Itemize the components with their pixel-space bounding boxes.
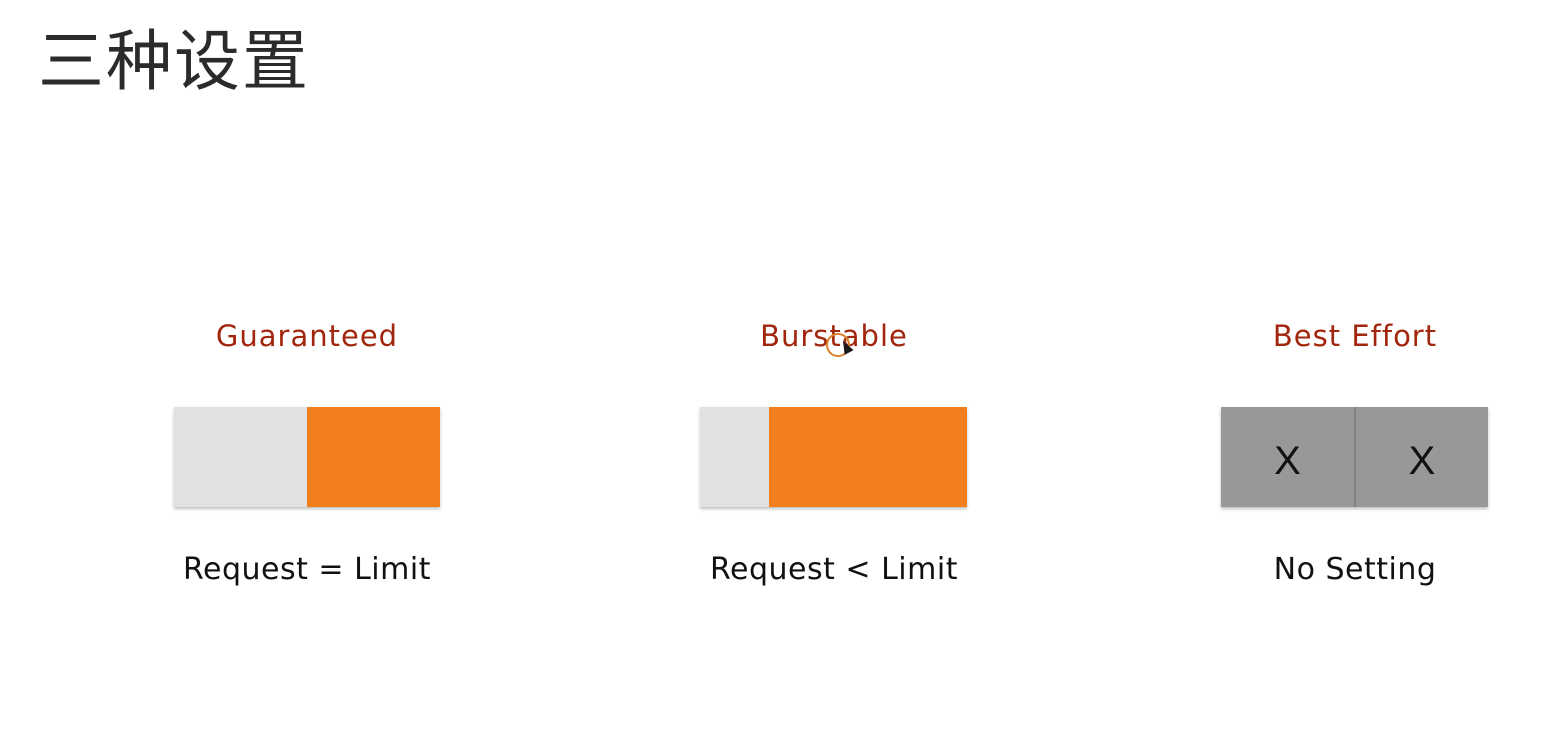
request-segment <box>700 407 769 507</box>
resource-bar <box>700 407 967 507</box>
qos-class-caption: Request = Limit <box>183 552 431 587</box>
limit-segment <box>769 407 967 507</box>
qos-class-caption: No Setting <box>1273 552 1437 587</box>
qos-class-best-effort: Best Effort X X No Setting <box>1205 0 1505 743</box>
qos-class-guaranteed: Guaranteed Request = Limit <box>157 0 457 743</box>
qos-class-title: Guaranteed <box>215 319 399 353</box>
unset-request-segment: X <box>1221 407 1354 507</box>
qos-class-title: Best Effort <box>1272 319 1438 353</box>
qos-class-caption: Request < Limit <box>710 552 958 587</box>
cursor-highlight-icon <box>826 333 850 357</box>
page-title: 三种设置 <box>38 23 310 100</box>
limit-segment <box>307 407 440 507</box>
unset-limit-segment: X <box>1354 407 1488 507</box>
qos-class-burstable: Burstable Request < Limit <box>684 0 984 743</box>
request-segment <box>174 407 307 507</box>
resource-bar <box>174 407 440 507</box>
resource-bar: X X <box>1221 407 1488 507</box>
